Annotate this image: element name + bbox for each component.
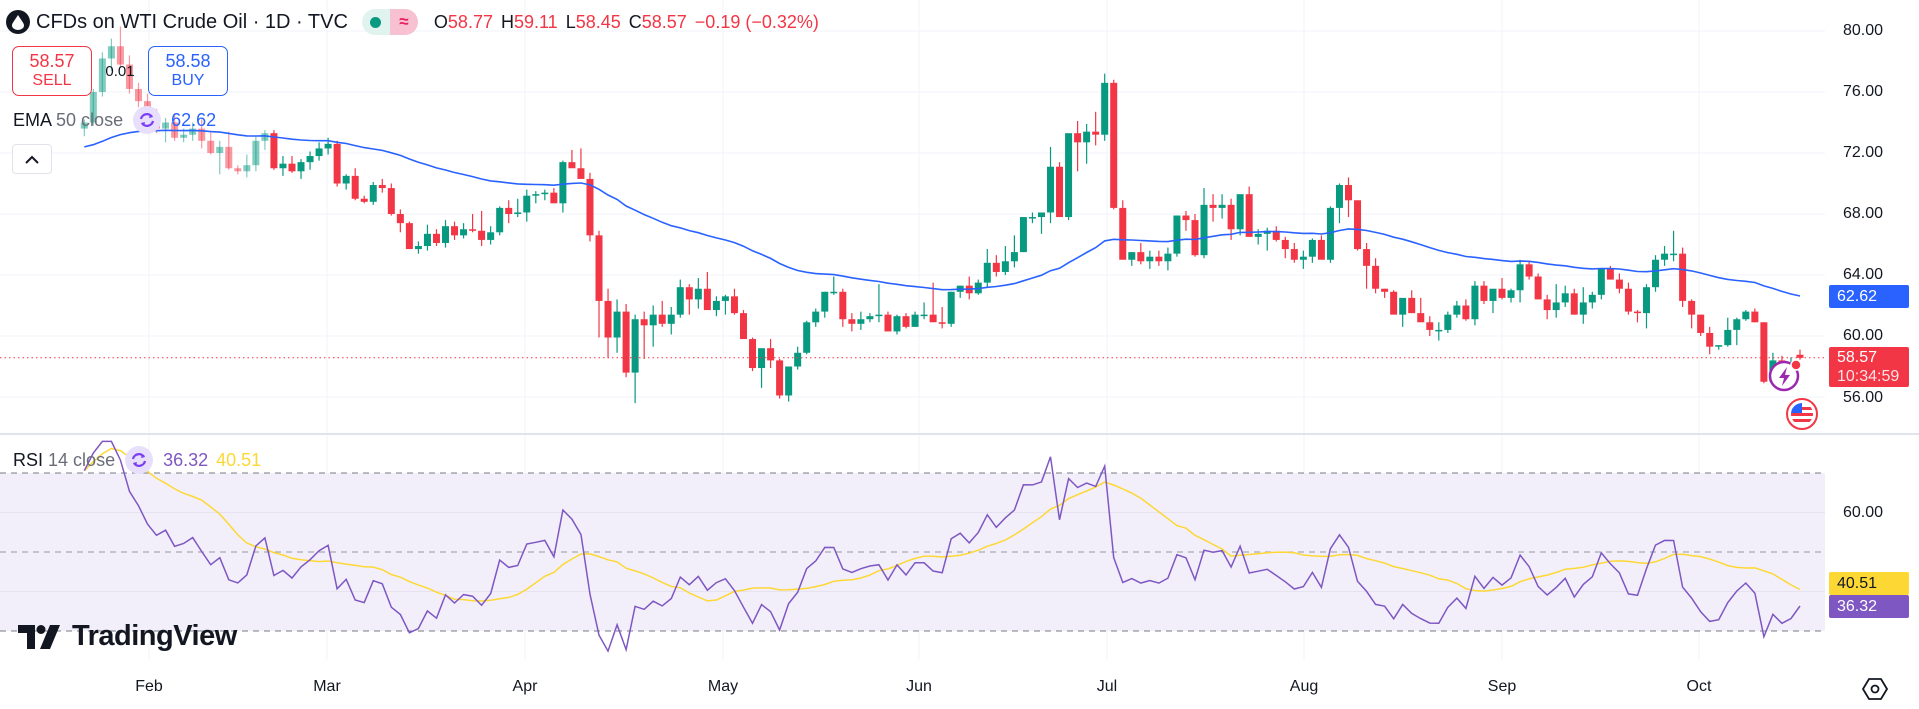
month-tick: Jul bbox=[1096, 678, 1118, 695]
price-tick: 72.00 bbox=[1843, 144, 1884, 161]
last-price-tag: 58.57 10:34:59 bbox=[1829, 347, 1909, 387]
month-tick: Sep bbox=[1487, 678, 1517, 695]
month-tick: Apr bbox=[512, 678, 538, 695]
month-tick: Aug bbox=[1289, 678, 1319, 695]
chevron-up-icon bbox=[25, 155, 39, 164]
rsi-ma-line bbox=[83, 447, 1801, 602]
rsi-value: 36.32 bbox=[163, 449, 209, 470]
price-tick: 64.00 bbox=[1843, 266, 1884, 283]
rsi-params: 14 close bbox=[48, 449, 116, 470]
refresh-icon[interactable] bbox=[133, 106, 162, 134]
rsi-band bbox=[0, 472, 1825, 632]
month-tick: Feb bbox=[135, 678, 163, 695]
ema-line bbox=[84, 129, 1801, 297]
trade-panel: 58.57 SELL 0.01 58.58 BUY bbox=[12, 46, 228, 96]
spread-value: 0.01 bbox=[105, 62, 135, 80]
tradingview-logo-icon bbox=[18, 624, 60, 649]
rsi-tag: 36.32 bbox=[1829, 595, 1909, 618]
us-flag-icon[interactable] bbox=[1785, 397, 1819, 431]
market-open-icon bbox=[361, 9, 390, 35]
open-label: O bbox=[433, 11, 448, 32]
rsi-ma-value: 40.51 bbox=[216, 449, 262, 470]
buy-price: 58.58 bbox=[165, 51, 211, 71]
oil-drop-icon bbox=[6, 10, 30, 34]
price-tick: 76.00 bbox=[1843, 83, 1884, 100]
open-value: 58.77 bbox=[447, 11, 493, 32]
lightning-alert-icon[interactable] bbox=[1766, 356, 1806, 396]
high-label: H bbox=[500, 11, 514, 32]
ema-price-tag: 62.62 bbox=[1829, 285, 1909, 308]
sell-price: 58.57 bbox=[29, 51, 75, 71]
ohlc-values: O58.77 H59.11 L58.45 C58.57 −0.19 (−0.32… bbox=[434, 12, 819, 33]
rsi-ma-tag: 40.51 bbox=[1829, 572, 1909, 595]
rsi-name: RSI bbox=[13, 449, 44, 470]
month-tick: May bbox=[707, 678, 739, 695]
rsi-legend[interactable]: RSI 14 close 36.32 40.51 bbox=[13, 446, 261, 474]
status-pill[interactable]: ≈ bbox=[361, 9, 418, 35]
delayed-data-icon: ≈ bbox=[389, 9, 418, 35]
month-tick: Mar bbox=[313, 678, 341, 695]
month-tick: Jun bbox=[906, 678, 932, 695]
low-value: 58.45 bbox=[575, 11, 621, 32]
ema-params: 50 close bbox=[56, 109, 124, 130]
tradingview-watermark[interactable]: TradingView bbox=[18, 620, 237, 653]
price-tick: 68.00 bbox=[1843, 205, 1884, 222]
sell-button[interactable]: 58.57 SELL bbox=[12, 46, 92, 96]
rsi-line bbox=[83, 440, 1801, 653]
buy-label: BUY bbox=[171, 72, 205, 89]
sell-label: SELL bbox=[32, 72, 72, 89]
candlestick-series bbox=[80, 26, 1804, 404]
bar-countdown: 10:34:59 bbox=[1837, 368, 1900, 385]
ema-value: 62.62 bbox=[171, 109, 217, 130]
collapse-legend-button[interactable] bbox=[12, 144, 52, 174]
rsi-tick: 60.00 bbox=[1843, 504, 1884, 521]
buy-button[interactable]: 58.58 BUY bbox=[148, 46, 228, 96]
refresh-icon[interactable] bbox=[125, 446, 154, 474]
ema-name: EMA bbox=[13, 109, 52, 130]
tradingview-wordmark: TradingView bbox=[72, 620, 237, 652]
month-tick: Oct bbox=[1686, 678, 1712, 695]
last-price-value: 58.57 bbox=[1837, 349, 1878, 366]
price-tick: 56.00 bbox=[1843, 389, 1884, 406]
price-tick: 80.00 bbox=[1843, 22, 1884, 39]
chart-header: CFDs on WTI Crude Oil · 1D · TVC ≈ O58.7… bbox=[6, 8, 819, 36]
high-value: 59.11 bbox=[513, 11, 558, 32]
symbol-title[interactable]: CFDs on WTI Crude Oil · 1D · TVC bbox=[36, 10, 348, 33]
low-label: L bbox=[565, 11, 576, 32]
close-value: 58.57 bbox=[641, 11, 687, 32]
ema-legend[interactable]: EMA 50 close 62.62 bbox=[13, 106, 216, 134]
close-label: C bbox=[628, 11, 642, 32]
change-value: −0.19 (−0.32%) bbox=[694, 11, 819, 32]
price-tick: 60.00 bbox=[1843, 327, 1884, 344]
settings-icon[interactable] bbox=[1862, 676, 1888, 702]
